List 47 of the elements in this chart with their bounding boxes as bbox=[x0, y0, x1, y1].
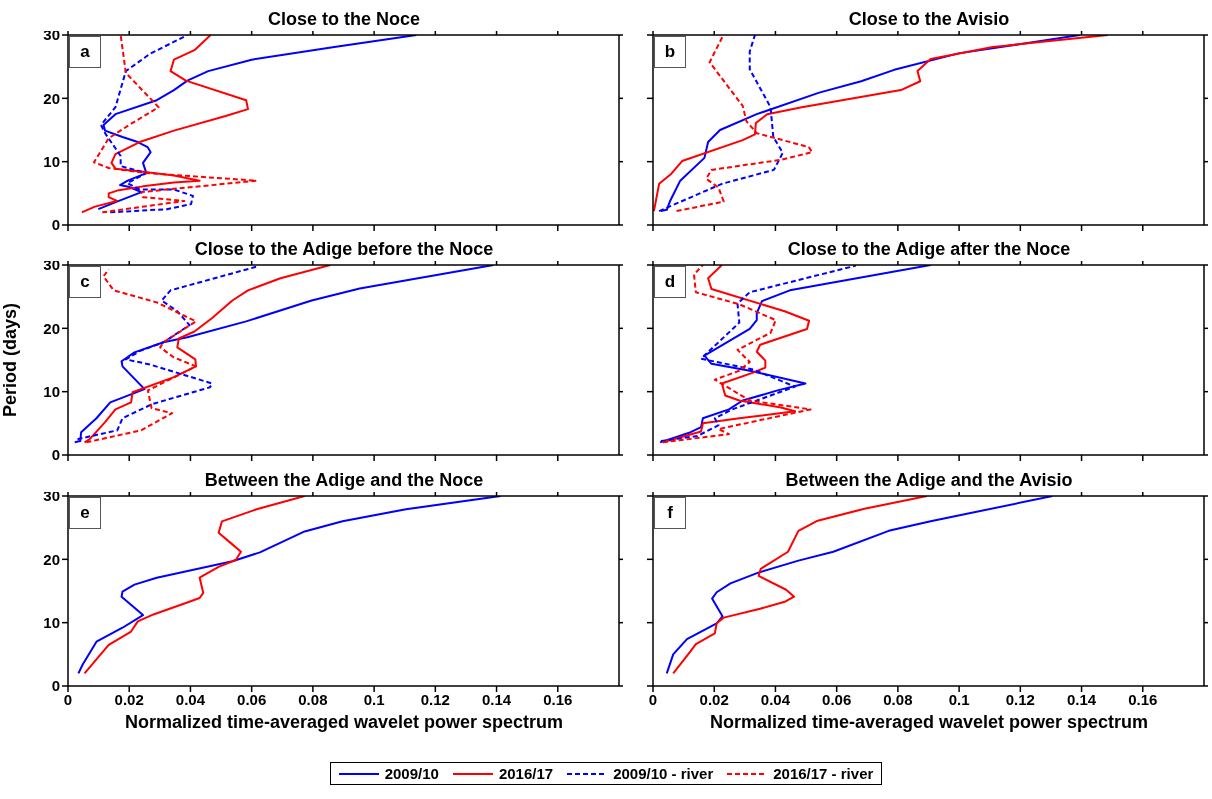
legend-label: 2009/10 bbox=[384, 765, 439, 782]
y-axis-title: Period (days) bbox=[0, 302, 21, 418]
panel-letter-box: e bbox=[69, 497, 101, 529]
legend-label: 2009/10 - river bbox=[613, 765, 714, 782]
x-tick-label: 0.16 bbox=[1128, 690, 1158, 708]
x-tick-label: 0.16 bbox=[543, 690, 573, 708]
x-axis-title: Normalized time-averaged wavelet power spectrum bbox=[708, 711, 1150, 734]
x-tick-label: 0.04 bbox=[760, 690, 791, 708]
y-tick-label: 0 bbox=[51, 216, 60, 234]
x-tick-label: 0.06 bbox=[822, 690, 852, 708]
x-tick-label: 0.14 bbox=[1066, 690, 1097, 708]
chart-title: Close to the Noce bbox=[267, 8, 421, 31]
y-tick-label: 20 bbox=[43, 550, 60, 568]
x-tick-label: 0.08 bbox=[883, 690, 913, 708]
y-tick-label: 10 bbox=[43, 382, 60, 400]
line-series bbox=[83, 496, 306, 675]
x-tick-label: 0.12 bbox=[420, 690, 450, 708]
x-axis-title: Normalized time-averaged wavelet power spectrum bbox=[123, 711, 565, 734]
panel-letter-box: d bbox=[654, 266, 686, 298]
chart-title: Between the Adige and the Avisio bbox=[784, 469, 1074, 492]
x-tick-label: 0.1 bbox=[948, 690, 970, 708]
x-tick-label: 0.06 bbox=[237, 690, 267, 708]
chart-title: Close to the Adige before the Noce bbox=[193, 238, 495, 261]
legend-label: 2016/17 bbox=[498, 765, 554, 782]
chart-title: Close to the Adige after the Noce bbox=[786, 238, 1072, 261]
panel-letter-box: c bbox=[69, 266, 101, 298]
panel-letter-box: f bbox=[654, 497, 686, 529]
x-tick-label: 0.12 bbox=[1005, 690, 1035, 708]
legend-label: 2016/17 - river bbox=[773, 765, 874, 782]
y-tick-label: 0 bbox=[51, 677, 60, 695]
chart-title: Close to the Avisio bbox=[847, 8, 1011, 31]
panel-letter-box: a bbox=[69, 36, 101, 68]
x-tick-label: 0.04 bbox=[175, 690, 206, 708]
y-tick-label: 10 bbox=[43, 613, 60, 631]
x-tick-label: 0.02 bbox=[114, 690, 144, 708]
chart-title: Between the Adige and the Noce bbox=[203, 469, 485, 492]
y-tick-label: 20 bbox=[43, 319, 60, 337]
y-tick-label: 0 bbox=[51, 446, 60, 464]
x-tick-label: 0.14 bbox=[481, 690, 512, 708]
x-tick-label: 0.02 bbox=[699, 690, 729, 708]
x-tick-label: 0 bbox=[63, 690, 73, 708]
panel-letter-box: b bbox=[654, 36, 686, 68]
x-tick-label: 0.1 bbox=[363, 690, 385, 708]
x-tick-label: 0 bbox=[648, 690, 658, 708]
x-tick-label: 0.08 bbox=[298, 690, 328, 708]
y-tick-label: 20 bbox=[43, 89, 60, 107]
y-tick-label: 10 bbox=[43, 152, 60, 170]
